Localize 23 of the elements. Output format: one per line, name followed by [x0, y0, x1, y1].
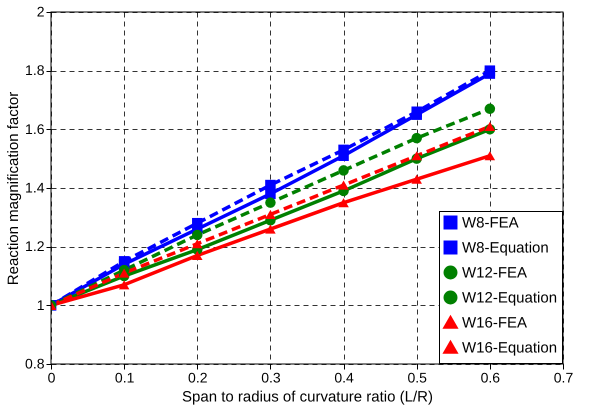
- legend-label: W12-FEA: [462, 264, 528, 282]
- legend-label: W8-FEA: [462, 214, 519, 232]
- legend-label: W8-Equation: [462, 240, 549, 256]
- x-tick-label: 0.7: [554, 370, 574, 386]
- x-axis-title: Span to radius of curvature ratio (L/R): [182, 388, 433, 406]
- x-tick-label: 0.1: [114, 370, 135, 386]
- y-tick-label: 1.8: [25, 62, 45, 78]
- legend-label: W16-Equation: [462, 340, 558, 356]
- legend-label: W16-FEA: [462, 314, 528, 332]
- y-tick-label: 2: [36, 4, 45, 20]
- x-tick-label: 0.5: [407, 370, 428, 386]
- x-tick-label: 0.3: [261, 370, 281, 386]
- x-tick-label: 0.2: [188, 370, 208, 386]
- y-axis-title: Reaction magnification factor: [5, 92, 22, 286]
- y-tick-label: 1.2: [25, 238, 45, 254]
- x-tick-label: 0: [48, 370, 56, 386]
- y-tick-label: 1: [36, 296, 45, 313]
- y-tick-label: 1.6: [25, 120, 45, 137]
- y-tick-label: 0.8: [25, 356, 45, 372]
- y-tick-label: 1.4: [25, 180, 45, 196]
- legend-label: W12-Equation: [462, 290, 558, 306]
- x-tick-label: 0.4: [334, 370, 354, 386]
- x-tick-label: 0.6: [480, 370, 500, 386]
